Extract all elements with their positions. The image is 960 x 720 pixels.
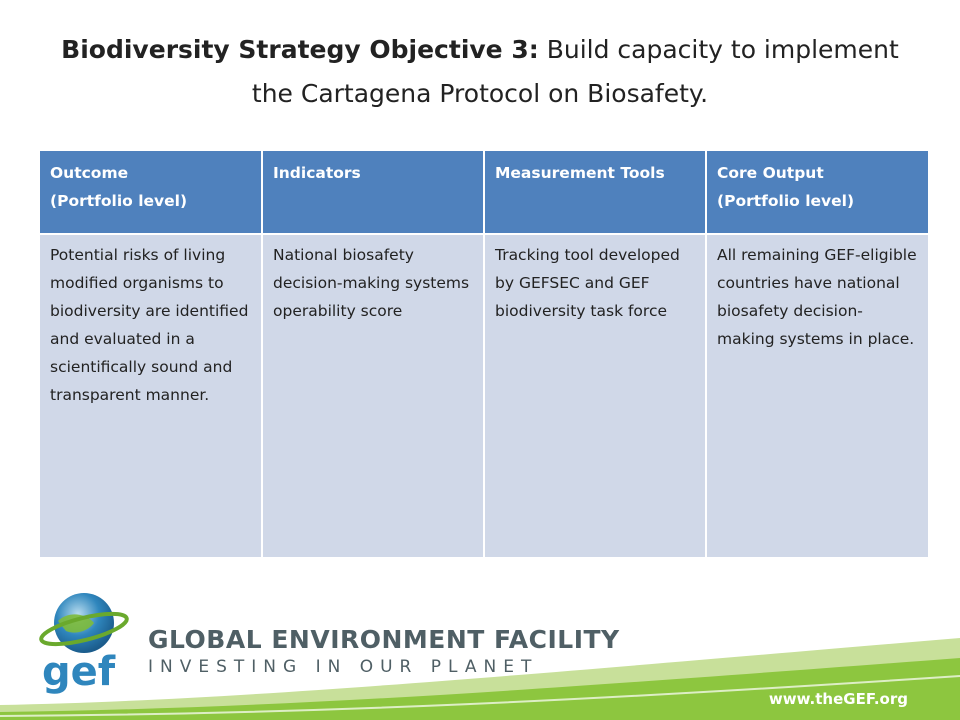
org-tagline: INVESTING IN OUR PLANET (148, 657, 539, 677)
footer-swoosh (0, 638, 960, 720)
table-header-row: Outcome (Portfolio level) Indicators Mea… (40, 151, 928, 235)
website-link[interactable]: www.theGEF.org (768, 690, 908, 708)
cell-outcome: Potential risks of living modified organ… (40, 234, 263, 557)
slide-title: Biodiversity Strategy Objective 3: Build… (40, 28, 920, 116)
gef-globe-logo: gef (39, 593, 129, 695)
header-measurement-tools: Measurement Tools (484, 151, 707, 235)
cell-core-output: All remaining GEF-eligible countries hav… (706, 234, 928, 557)
header-indicators: Indicators (262, 151, 485, 235)
table-row: Potential risks of living modified organ… (40, 234, 928, 557)
header-core-output: Core Output (Portfolio level) (706, 151, 928, 235)
org-name: GLOBAL ENVIRONMENT FACILITY (148, 625, 620, 654)
org-block: GLOBAL ENVIRONMENT FACILITY INVESTING IN… (148, 626, 620, 678)
header-outcome: Outcome (Portfolio level) (40, 151, 263, 235)
objective-table: Outcome (Portfolio level) Indicators Mea… (40, 151, 928, 557)
title-bold: Biodiversity Strategy Objective 3: (61, 35, 539, 64)
cell-measurement-tools: Tracking tool developed by GEFSEC and GE… (484, 234, 707, 557)
cell-indicators: National biosafety decision-making syste… (262, 234, 485, 557)
title-rest: Build capacity to implement the Cartagen… (251, 35, 899, 108)
gef-logo-text: gef (42, 649, 116, 695)
